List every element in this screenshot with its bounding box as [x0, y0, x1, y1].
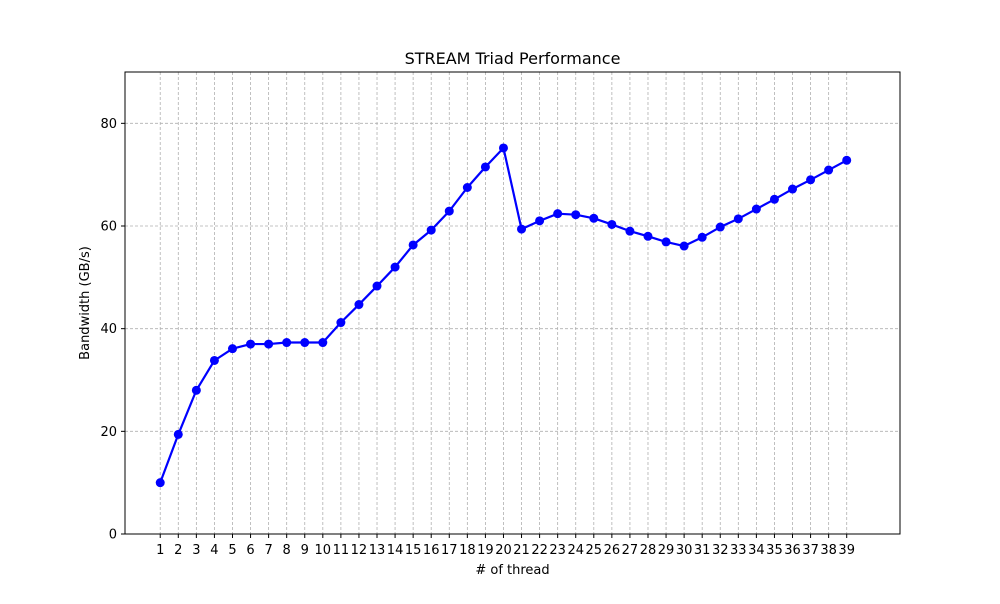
- x-tick-label: 16: [423, 543, 440, 558]
- data-point: [535, 216, 545, 226]
- x-axis-label: # of thread: [475, 563, 549, 578]
- x-tick-label: 22: [531, 543, 548, 558]
- x-tick-label: 32: [712, 543, 729, 558]
- x-tick-label: 15: [405, 543, 422, 558]
- x-tick-label: 20: [495, 543, 512, 558]
- data-point: [354, 300, 364, 310]
- data-point: [372, 281, 382, 291]
- data-point: [480, 162, 490, 172]
- x-tick-label: 27: [622, 543, 639, 558]
- data-point: [227, 344, 237, 354]
- data-point: [209, 355, 219, 365]
- data-point: [246, 339, 256, 349]
- data-point: [661, 237, 671, 247]
- y-tick-label: 0: [109, 528, 117, 543]
- x-tick-label: 10: [315, 543, 332, 558]
- series-layer: [155, 143, 852, 488]
- x-tick-label: 14: [387, 543, 404, 558]
- data-point: [390, 262, 400, 272]
- x-tick-label: 19: [477, 543, 494, 558]
- x-tick-label: 31: [694, 543, 711, 558]
- x-tick-label: 17: [441, 543, 458, 558]
- x-tick-label: 33: [730, 543, 747, 558]
- grid: [125, 72, 900, 535]
- plot-frame: [124, 71, 901, 535]
- data-point: [733, 214, 743, 224]
- x-tick-label: 11: [333, 543, 350, 558]
- x-tick-label: 36: [784, 543, 801, 558]
- data-point: [498, 143, 508, 153]
- data-point: [191, 385, 201, 395]
- data-point: [282, 338, 292, 348]
- data-point: [589, 213, 599, 223]
- x-tick-label: 5: [228, 543, 236, 558]
- data-point: [264, 339, 274, 349]
- y-tick-label: 60: [100, 220, 117, 235]
- data-point: [426, 225, 436, 235]
- x-tick-label: 2: [174, 543, 182, 558]
- x-tick-label: 29: [658, 543, 675, 558]
- y-axis-label: Bandwidth (GB/s): [78, 246, 93, 360]
- data-point: [571, 210, 581, 220]
- x-tick-label: 4: [210, 543, 218, 558]
- y-tick-label: 40: [100, 322, 117, 337]
- x-tick-label: 7: [264, 543, 272, 558]
- x-tick-label: 8: [283, 543, 291, 558]
- x-tick-label: 23: [549, 543, 566, 558]
- data-point: [824, 165, 834, 175]
- data-point: [715, 222, 725, 232]
- x-tick-label: 6: [246, 543, 254, 558]
- x-tick-label: 18: [459, 543, 476, 558]
- data-point: [408, 240, 418, 250]
- data-point: [155, 478, 165, 488]
- x-tick-label: 3: [192, 543, 200, 558]
- x-tick-label: 25: [586, 543, 603, 558]
- data-point: [318, 338, 328, 348]
- y-tick-label: 20: [100, 425, 117, 440]
- data-point: [751, 204, 761, 214]
- chart-title: STREAM Triad Performance: [405, 49, 621, 68]
- axis-ticks: 1 2 3 4 5 6 7 8 9 10 11 12 13 14 15 16 17 18 19 20 21 22 23 24 2…: [100, 117, 855, 558]
- data-point: [679, 241, 689, 251]
- data-point: [336, 318, 346, 328]
- data-point: [553, 209, 563, 219]
- x-tick-label: 21: [513, 543, 530, 558]
- x-tick-label: 34: [748, 543, 765, 558]
- x-tick-label: 26: [604, 543, 621, 558]
- x-tick-label: 24: [567, 543, 584, 558]
- data-point: [517, 224, 527, 234]
- y-tick-label: 80: [100, 117, 117, 132]
- x-tick-label: 13: [369, 543, 386, 558]
- data-point: [769, 194, 779, 204]
- x-tick-label: 1: [156, 543, 164, 558]
- data-point: [643, 231, 653, 241]
- x-tick-label: 30: [676, 543, 693, 558]
- x-tick-label: 12: [351, 543, 368, 558]
- data-point: [697, 232, 707, 242]
- data-point: [842, 155, 852, 165]
- x-tick-label: 28: [640, 543, 657, 558]
- data-point: [788, 184, 798, 194]
- data-point: [444, 206, 454, 216]
- x-tick-label: 39: [838, 543, 855, 558]
- data-point: [462, 183, 472, 192]
- x-tick-label: 9: [301, 543, 309, 558]
- data-point: [625, 226, 635, 236]
- data-point: [300, 338, 310, 348]
- x-tick-label: 38: [820, 543, 837, 558]
- x-tick-label: 35: [766, 543, 783, 558]
- x-tick-label: 37: [802, 543, 819, 558]
- data-point: [607, 219, 617, 229]
- data-point: [173, 429, 183, 439]
- data-point: [806, 175, 816, 185]
